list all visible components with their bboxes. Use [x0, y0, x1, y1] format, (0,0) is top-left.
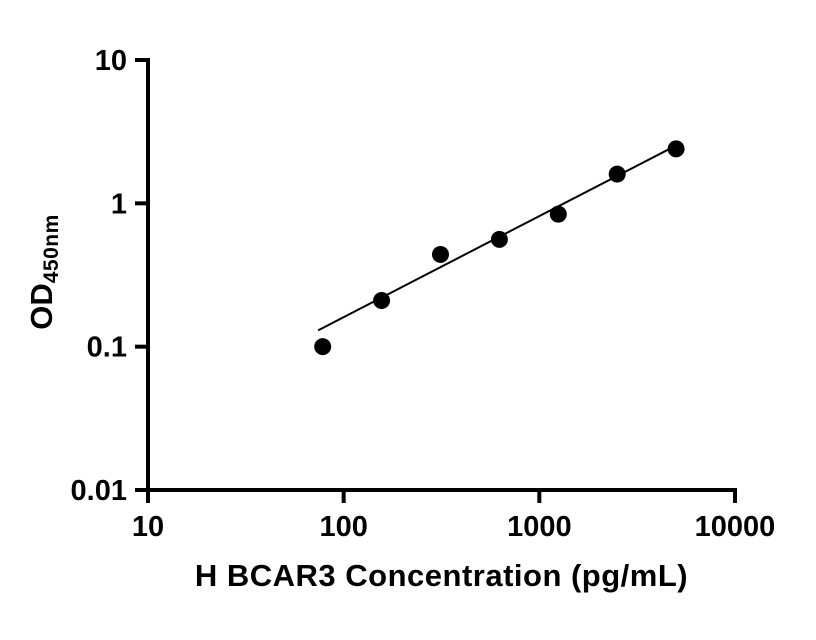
x-tick-label: 100 — [319, 511, 367, 543]
y-tick-label: 1 — [111, 188, 127, 220]
y-tick-label: 0.01 — [71, 475, 127, 507]
data-point — [490, 230, 508, 248]
data-point — [373, 291, 391, 309]
x-tick-label: 10000 — [695, 511, 776, 543]
axes-frame — [146, 58, 737, 492]
data-point — [608, 165, 626, 183]
data-point — [431, 245, 449, 263]
y-tick-label: 10 — [95, 45, 127, 77]
y-axis-title-main: OD — [24, 283, 59, 330]
y-axis-title: OD450nm — [24, 214, 64, 330]
x-axis-title: H BCAR3 Concentration (pg/mL) — [194, 558, 689, 593]
data-point — [549, 205, 567, 223]
y-axis-title-sub: 450nm — [40, 214, 63, 284]
data-point — [314, 338, 332, 356]
x-tick-label: 1000 — [507, 511, 572, 543]
data-point — [667, 140, 685, 158]
y-tick-label: 0.1 — [87, 332, 127, 364]
x-tick-label: 10 — [132, 511, 164, 543]
